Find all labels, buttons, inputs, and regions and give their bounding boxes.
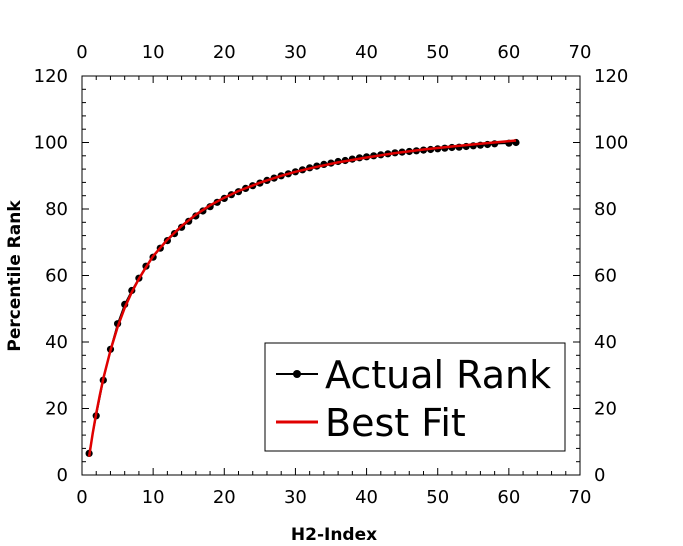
x-tick-label-top: 20 — [213, 42, 236, 63]
x-tick-label-top: 0 — [76, 42, 87, 63]
y-tick-label-right: 40 — [594, 332, 617, 353]
y-tick-label-right: 80 — [594, 199, 617, 220]
x-tick-label-bottom: 30 — [284, 487, 307, 508]
x-tick-label-top: 30 — [284, 42, 307, 63]
series-layer — [85, 138, 520, 457]
x-tick-label-top: 50 — [426, 42, 449, 63]
x-axis-title: H2-Index — [291, 525, 377, 545]
y-tick-label-left: 40 — [45, 332, 68, 353]
y-tick-label-left: 60 — [45, 266, 68, 287]
y-axis-title: Percentile Rank — [5, 200, 25, 352]
x-tick-label-bottom: 50 — [426, 487, 449, 508]
y-tick-label-left: 0 — [57, 465, 68, 486]
tick-marks — [81, 75, 581, 476]
y-tick-label-right: 20 — [594, 399, 617, 420]
legend-box — [264, 342, 566, 452]
plot-frame — [81, 75, 581, 476]
x-tick-label-top: 40 — [355, 42, 378, 63]
x-tick-label-top: 10 — [142, 42, 165, 63]
x-tick-label-bottom: 0 — [76, 487, 87, 508]
legend-fit-label: Best Fit — [325, 401, 466, 445]
y-tick-label-left: 100 — [34, 133, 68, 154]
legend: Actual Rank Best Fit — [264, 342, 566, 452]
x-tick-label-top: 70 — [569, 42, 592, 63]
y-tick-label-right: 0 — [594, 465, 605, 486]
y-tick-label-right: 60 — [594, 266, 617, 287]
y-tick-label-left: 20 — [45, 399, 68, 420]
x-tick-label-bottom: 70 — [569, 487, 592, 508]
x-tick-label-top: 60 — [497, 42, 520, 63]
y-tick-label-left: 80 — [45, 199, 68, 220]
x-tick-label-bottom: 60 — [497, 487, 520, 508]
legend-actual-label: Actual Rank — [325, 353, 551, 397]
legend-actual-marker — [293, 370, 301, 378]
x-tick-label-bottom: 20 — [213, 487, 236, 508]
y-tick-label-left: 120 — [34, 66, 68, 87]
best-fit-line — [87, 139, 517, 457]
y-tick-label-right: 100 — [594, 133, 628, 154]
x-tick-label-bottom: 10 — [142, 487, 165, 508]
y-tick-label-right: 120 — [594, 66, 628, 87]
x-tick-label-bottom: 40 — [355, 487, 378, 508]
